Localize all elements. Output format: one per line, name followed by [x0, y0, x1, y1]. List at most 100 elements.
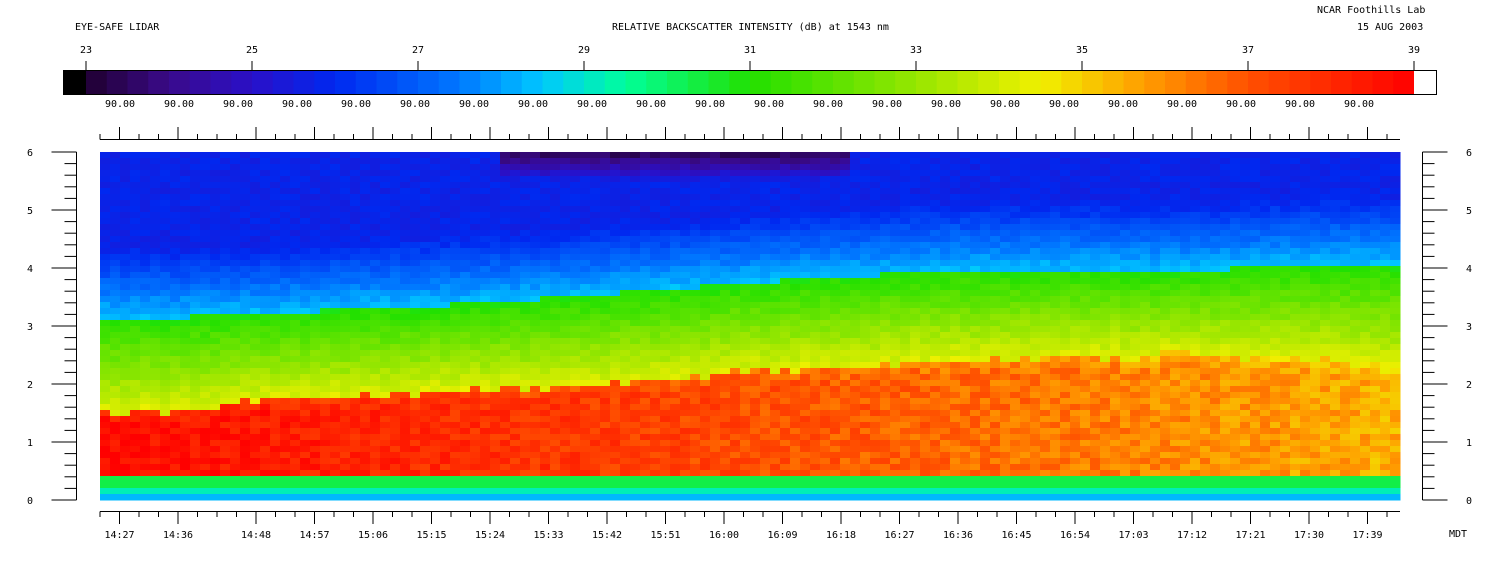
- heatmap-cell: [470, 272, 481, 279]
- heatmap-cell: [730, 206, 741, 213]
- heatmap-cell: [260, 314, 271, 321]
- heatmap-cell: [570, 296, 581, 303]
- heatmap-cell: [530, 230, 541, 237]
- heatmap-cell: [760, 458, 771, 465]
- heatmap-cell: [700, 272, 711, 279]
- heatmap-cell: [300, 434, 311, 441]
- heatmap-cell: [450, 482, 461, 489]
- heatmap-cell: [170, 452, 181, 459]
- heatmap-cell: [780, 266, 791, 273]
- heatmap-cell: [350, 290, 361, 297]
- heatmap-cell: [180, 440, 191, 447]
- heatmap-cell: [260, 284, 271, 291]
- heatmap-cell: [420, 404, 431, 411]
- heatmap-cell: [380, 374, 391, 381]
- heatmap-cell: [620, 386, 631, 393]
- heatmap-cell: [730, 188, 741, 195]
- heatmap-cell: [210, 212, 221, 219]
- heatmap-cell: [100, 356, 111, 363]
- heatmap-cell: [310, 326, 321, 333]
- heatmap-cell: [270, 356, 281, 363]
- heatmap-cell: [550, 332, 561, 339]
- heatmap-cell: [750, 236, 761, 243]
- heatmap-cell: [240, 242, 251, 249]
- heatmap-cell: [150, 320, 161, 327]
- heatmap-cell: [220, 164, 231, 171]
- heatmap-cell: [530, 260, 541, 267]
- heatmap-cell: [760, 488, 771, 495]
- heatmap-cell: [460, 494, 471, 501]
- heatmap-cell: [630, 494, 641, 501]
- heatmap-cell: [220, 314, 231, 321]
- heatmap-cell: [400, 476, 411, 483]
- heatmap-cell: [540, 224, 551, 231]
- heatmap-cell: [140, 254, 151, 261]
- heatmap-cell: [130, 398, 141, 405]
- heatmap-cell: [880, 206, 891, 213]
- heatmap-cell: [130, 320, 141, 327]
- heatmap-cell: [360, 188, 371, 195]
- heatmap-cell: [750, 152, 761, 159]
- heatmap-cell: [120, 158, 131, 165]
- heatmap-cell: [320, 242, 331, 249]
- heatmap-cell: [100, 284, 111, 291]
- heatmap-cell: [200, 290, 211, 297]
- heatmap-cell: [720, 176, 731, 183]
- heatmap-cell: [150, 338, 161, 345]
- heatmap-cell: [900, 494, 911, 501]
- heatmap-cell: [270, 482, 281, 489]
- heatmap-cell: [170, 380, 181, 387]
- heatmap-cell: [520, 404, 531, 411]
- heatmap-cell: [520, 356, 531, 363]
- heatmap-cell: [750, 320, 761, 327]
- heatmap-cell: [450, 446, 461, 453]
- heatmap-cell: [860, 350, 871, 357]
- heatmap-cell: [440, 302, 451, 309]
- heatmap-cell: [860, 236, 871, 243]
- heatmap-cell: [760, 368, 771, 375]
- heatmap-cell: [480, 278, 491, 285]
- heatmap-cell: [130, 218, 141, 225]
- heatmap-cell: [210, 380, 221, 387]
- heatmap-cell: [660, 380, 671, 387]
- heatmap-cell: [450, 242, 461, 249]
- heatmap-cell: [230, 482, 241, 489]
- heatmap-cell: [820, 344, 831, 351]
- heatmap-cell: [880, 362, 891, 369]
- heatmap-cell: [340, 278, 351, 285]
- heatmap-cell: [410, 470, 421, 477]
- heatmap-cell: [200, 380, 211, 387]
- heatmap-cell: [810, 284, 821, 291]
- heatmap-cell: [750, 170, 761, 177]
- x-axis-unit: MDT: [1449, 529, 1468, 540]
- heatmap-cell: [550, 302, 561, 309]
- heatmap-cell: [820, 338, 831, 345]
- heatmap-cell: [880, 458, 891, 465]
- heatmap-cell: [140, 224, 151, 231]
- heatmap-cell: [830, 416, 841, 423]
- heatmap-cell: [540, 254, 551, 261]
- heatmap-cell: [250, 470, 261, 477]
- heatmap-cell: [620, 164, 631, 171]
- heatmap-cell: [100, 458, 111, 465]
- heatmap-cell: [920, 182, 931, 189]
- heatmap-cell: [250, 464, 261, 471]
- heatmap-cell: [820, 254, 831, 261]
- heatmap-cell: [120, 374, 131, 381]
- heatmap-cell: [860, 488, 871, 495]
- heatmap-cell: [490, 266, 501, 273]
- heatmap-cell: [850, 416, 861, 423]
- heatmap-cell: [420, 218, 431, 225]
- heatmap-cell: [460, 200, 471, 207]
- heatmap-cell: [620, 218, 631, 225]
- heatmap-cell: [300, 416, 311, 423]
- heatmap-cell: [490, 440, 501, 447]
- heatmap-cell: [390, 350, 401, 357]
- heatmap-cell: [380, 296, 391, 303]
- heatmap-cell: [520, 476, 531, 483]
- heatmap-cell: [920, 428, 931, 435]
- heatmap-cell: [400, 248, 411, 255]
- heatmap-cell: [190, 266, 201, 273]
- heatmap-cell: [150, 242, 161, 249]
- heatmap-cell: [410, 440, 421, 447]
